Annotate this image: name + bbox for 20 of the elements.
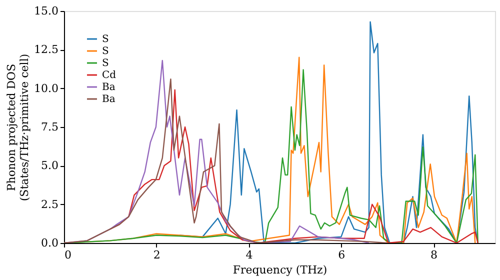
legend-label: S: [102, 58, 109, 69]
y-tick-label: 5.0: [41, 159, 58, 172]
x-tick-label: 0: [64, 248, 72, 262]
x-tick-label: 8: [430, 248, 438, 262]
legend-label: Cd: [102, 70, 117, 81]
y-tick-label: 12.5: [34, 43, 58, 56]
legend-label: Ba: [102, 82, 116, 93]
y-tick-label: 0.0: [41, 236, 58, 250]
legend-label: S: [102, 34, 109, 45]
y-tick-label: 10.0: [34, 82, 58, 95]
x-tick-label: 4: [246, 248, 253, 262]
legend-label: S: [102, 46, 109, 57]
y-tick-label: 2.5: [41, 198, 58, 211]
x-tick-label: 2: [153, 248, 160, 262]
x-tick-label: 6: [338, 248, 346, 262]
y-tick-label: 15.0: [34, 4, 58, 18]
legend-label: Ba: [102, 94, 116, 105]
y-axis-title: Phonon projected DOS (States/THz·primitive cell): [5, 54, 32, 202]
y-tick-label: 7.5: [41, 120, 58, 134]
x-axis-title: Frequency (THz): [232, 264, 328, 276]
